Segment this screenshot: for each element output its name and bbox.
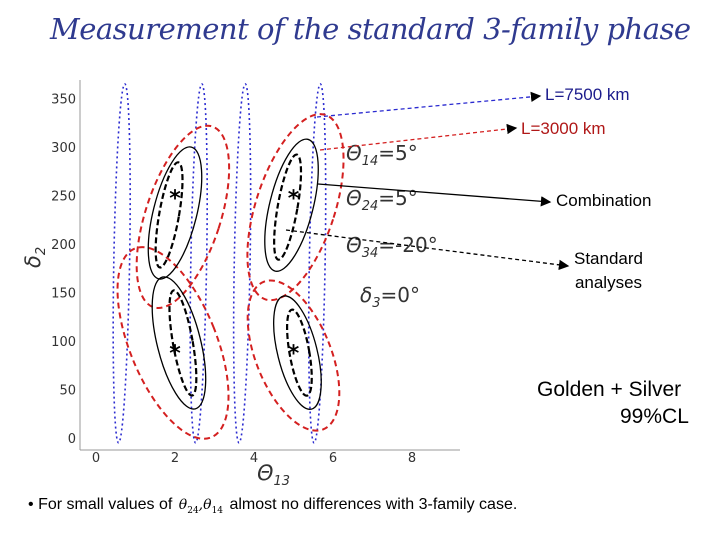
label-standard-line1: Standard bbox=[574, 249, 643, 268]
arrow-combination bbox=[317, 183, 552, 207]
arrow-standard bbox=[285, 229, 570, 271]
y-tick-0: 0 bbox=[68, 432, 76, 447]
y-tick-labels: 0 50 100 150 200 250 300 350 bbox=[51, 93, 76, 448]
x-tick-labels: 0 2 4 6 8 bbox=[92, 451, 416, 466]
y-tick-150: 150 bbox=[51, 287, 76, 302]
true-point-star-2: * bbox=[169, 342, 181, 367]
bullet-note: • For small values of θ24,θ14 almost no … bbox=[28, 496, 517, 516]
arrow-3000 bbox=[319, 123, 518, 151]
note-bullet: • bbox=[28, 496, 34, 513]
y-axis-label: δ2 bbox=[21, 247, 49, 268]
plot-area bbox=[80, 80, 460, 450]
true-point-star-3: * bbox=[288, 342, 300, 367]
true-point-star-0: * bbox=[169, 187, 181, 212]
y-tick-100: 100 bbox=[51, 335, 76, 350]
contour-blue-dotted-3 bbox=[307, 83, 327, 444]
contour-blue-dotted-2 bbox=[232, 83, 252, 444]
note-prefix: For small values of bbox=[38, 496, 173, 513]
x-axis-label: Θ13 bbox=[257, 461, 290, 489]
x-tick-6: 6 bbox=[329, 451, 337, 466]
x-tick-2: 2 bbox=[171, 451, 179, 466]
y-tick-50: 50 bbox=[59, 384, 76, 399]
y-tick-200: 200 bbox=[51, 238, 76, 253]
label-combination: Combination bbox=[556, 191, 652, 210]
label-7500km: L=7500 km bbox=[545, 85, 630, 104]
label-golden-silver: Golden + Silver bbox=[537, 378, 682, 401]
true-point-star-1: * bbox=[288, 187, 300, 212]
param-delta3: δ3=0° bbox=[360, 283, 420, 311]
contour-black-dashed-2 bbox=[168, 289, 198, 397]
label-cl: 99%CL bbox=[620, 405, 689, 428]
y-tick-300: 300 bbox=[51, 141, 76, 156]
contour-red-dashed-1 bbox=[246, 113, 345, 302]
x-tick-0: 0 bbox=[92, 451, 100, 466]
contour-black-dashed-3 bbox=[285, 308, 313, 397]
param-theta24: Θ24=5° bbox=[346, 186, 418, 214]
contour-red-dashed-2 bbox=[116, 246, 230, 440]
contour-black-dashed-1 bbox=[273, 153, 303, 261]
param-theta14: Θ14=5° bbox=[346, 141, 418, 169]
contour-red-dashed-0 bbox=[135, 124, 231, 309]
contour-black-solid-3 bbox=[273, 295, 322, 410]
y-tick-250: 250 bbox=[51, 190, 76, 205]
contour-black-solid-2 bbox=[151, 276, 207, 410]
note-suffix: almost no differences with 3-family case… bbox=[229, 496, 518, 513]
y-tick-350: 350 bbox=[51, 93, 76, 108]
label-standard-line2: analyses bbox=[574, 273, 643, 292]
x-tick-8: 8 bbox=[408, 451, 416, 466]
x-tick-4: 4 bbox=[250, 451, 258, 466]
note-math: θ24,θ14 bbox=[178, 497, 224, 516]
true-points-group: * * * * bbox=[169, 187, 300, 367]
contour-blue-dotted-0 bbox=[112, 83, 131, 444]
param-theta34: Θ34=-20° bbox=[346, 233, 438, 261]
contour-black-solid-1 bbox=[264, 138, 319, 272]
label-3000km: L=3000 km bbox=[521, 119, 606, 138]
contour-blue-dotted-1 bbox=[189, 83, 208, 444]
contours-group bbox=[112, 83, 345, 444]
label-standard-analyses: Standard analyses bbox=[574, 247, 643, 295]
arrow-7500 bbox=[316, 91, 542, 118]
slide-title: Measurement of the standard 3-family pha… bbox=[50, 12, 691, 46]
